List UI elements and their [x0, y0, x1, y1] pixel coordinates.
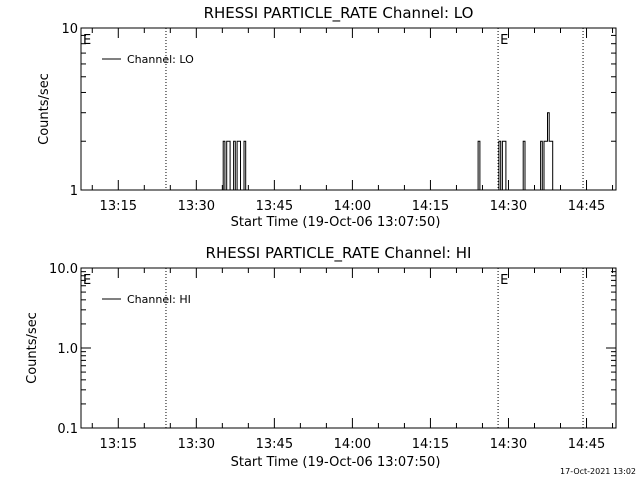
- y-tick-label: 0.1: [57, 422, 78, 437]
- x-tick-label: 14:45: [568, 437, 605, 452]
- series-line: [221, 112, 560, 191]
- y-axis-label: Counts/sec: [25, 312, 40, 384]
- y-tick-label: 10.0: [49, 262, 78, 277]
- event-marker: E: [83, 33, 91, 48]
- y-tick-label: 10: [61, 22, 78, 37]
- x-tick-label: 13:30: [178, 199, 215, 214]
- chart-title: RHESSI PARTICLE_RATE Channel: HI: [206, 244, 472, 263]
- x-tick-label: 14:15: [412, 437, 449, 452]
- chart-title: RHESSI PARTICLE_RATE Channel: LO: [204, 4, 474, 23]
- y-axis-label: Counts/sec: [37, 73, 52, 145]
- x-tick-label: 13:30: [178, 437, 215, 452]
- x-axis-label: Start Time (19-Oct-06 13:07:50): [231, 215, 441, 230]
- x-tick-label: 14:30: [490, 199, 527, 214]
- x-tick-label: 14:30: [490, 437, 527, 452]
- event-marker: E: [500, 273, 508, 288]
- x-axis-label: Start Time (19-Oct-06 13:07:50): [231, 455, 441, 470]
- y-tick-label: 1.0: [57, 342, 78, 357]
- chart-panel-hi: RHESSI PARTICLE_RATE Channel: HI E E 13:15 1…: [25, 244, 617, 470]
- x-tick-label: 14:00: [334, 199, 371, 214]
- chart-panel-lo: RHESSI PARTICLE_RATE Channel: LO E E 13:15 1…: [37, 4, 617, 230]
- x-tick-label: 13:15: [100, 437, 137, 452]
- x-tick-label: 14:45: [568, 199, 605, 214]
- legend-entry: Channel: HI: [127, 293, 191, 306]
- x-tick-label: 13:15: [100, 199, 137, 214]
- x-tick-label: 14:15: [412, 199, 449, 214]
- y-tick-label: 1: [70, 184, 78, 199]
- event-marker: E: [500, 33, 508, 48]
- x-tick-label: 13:45: [256, 437, 293, 452]
- event-marker: E: [83, 273, 91, 288]
- legend-entry: Channel: LO: [127, 53, 194, 66]
- plot-frame: [80, 27, 617, 191]
- x-tick-label: 13:45: [256, 199, 293, 214]
- x-tick-label: 14:00: [334, 437, 371, 452]
- plot-frame: [80, 267, 617, 429]
- footer-timestamp: 17-Oct-2021 13:02: [560, 467, 636, 476]
